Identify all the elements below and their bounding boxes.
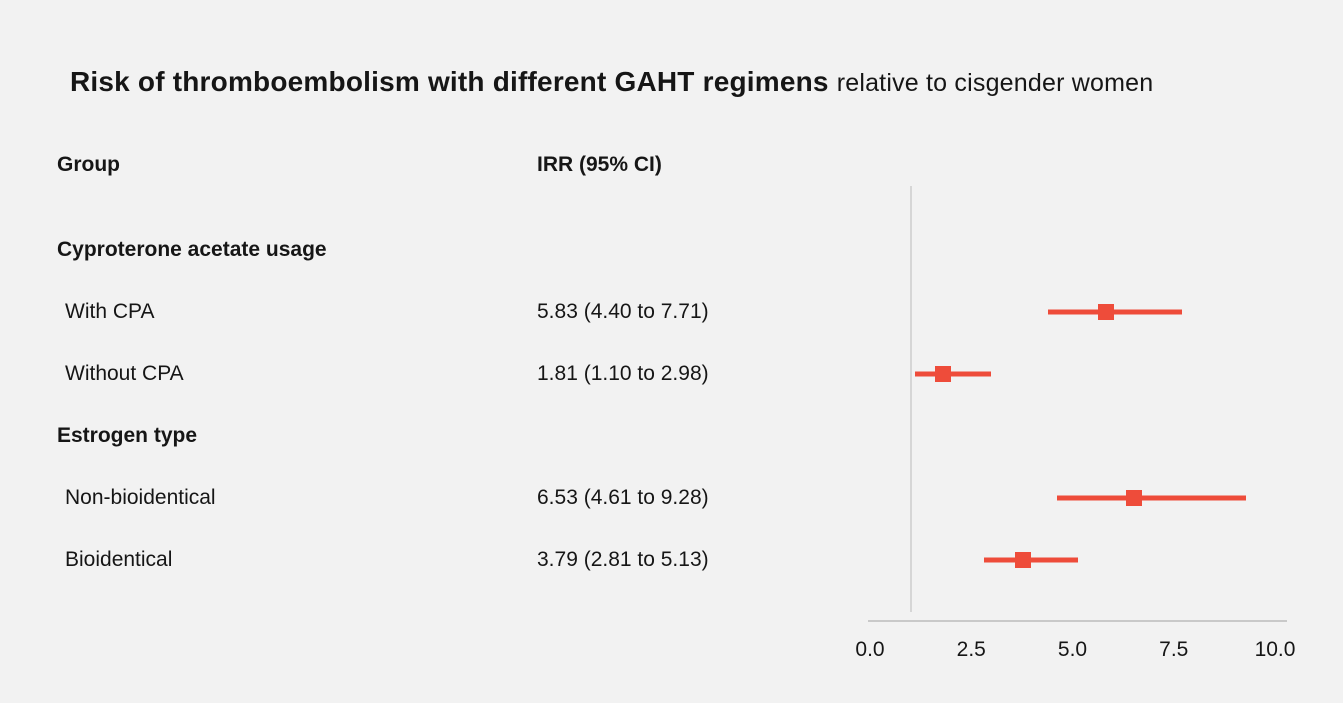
irr-value: 1.81 (1.10 to 2.98) [537,362,709,385]
point-estimate-marker [1126,490,1143,506]
row-label: Estrogen type [57,424,198,447]
x-axis-ticks: 0.0 2.5 5.0 7.5 10.0 [0,638,1343,664]
point-estimate-marker [935,366,952,382]
irr-value: 5.83 (4.40 to 7.71) [537,300,709,323]
point-estimate-marker [1098,304,1115,320]
x-tick-label: 10.0 [1254,638,1296,661]
ci-line [1056,495,1246,501]
ci-line [1048,309,1183,315]
group-header-row: Cyproterone acetate usage [0,219,1343,281]
x-tick-label: 5.0 [1057,638,1088,661]
row-label: Cyproterone acetate usage [57,238,327,261]
row-label: Without CPA [65,362,184,385]
data-row: Bioidentical 3.79 (2.81 to 5.13) [0,529,1343,591]
plot-rows: Cyproterone acetate usage With CPA 5.83 (4… [0,219,1343,591]
column-header-group: Group [57,153,120,176]
point-estimate-marker [1015,552,1032,568]
chart-title-suffix: relative to cisgender women [836,69,1154,97]
x-tick-label: 0.0 [855,638,885,661]
reference-line [909,186,912,612]
data-row: With CPA 5.83 (4.40 to 7.71) [0,281,1343,343]
data-row: Without CPA 1.81 (1.10 to 2.98) [0,343,1343,405]
chart-title-main: Risk of thromboembolism with different G… [70,66,829,97]
irr-value: 6.53 (4.61 to 9.28) [537,486,709,509]
chart-title: Risk of thromboembolism with different G… [70,66,1153,98]
row-label: With CPA [65,300,155,323]
x-tick-label: 2.5 [956,638,986,661]
irr-value: 3.79 (2.81 to 5.13) [537,548,709,571]
row-label: Bioidentical [65,548,173,571]
group-header-row: Estrogen type [0,405,1343,467]
x-tick-label: 7.5 [1159,638,1189,661]
x-axis-line [868,620,1287,622]
column-header-irr: IRR (95% CI) [537,153,662,176]
row-label: Non-bioidentical [65,486,216,509]
ci-line [914,371,991,377]
data-row: Non-bioidentical 6.53 (4.61 to 9.28) [0,467,1343,529]
